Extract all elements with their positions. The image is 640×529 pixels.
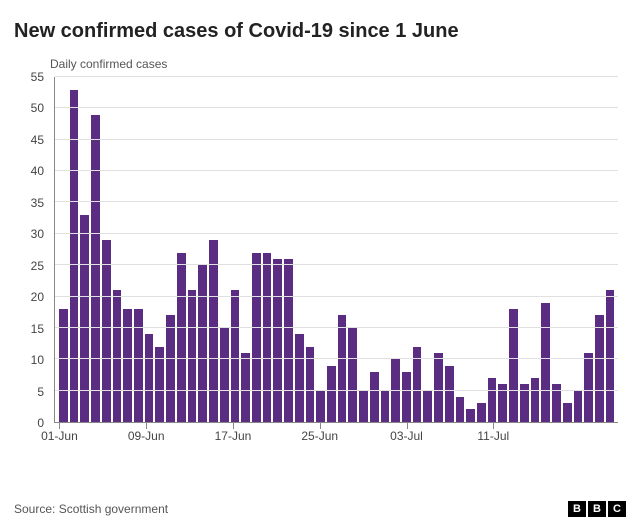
gridline (55, 107, 618, 108)
x-tick-label: 09-Jun (128, 429, 165, 443)
bar (348, 328, 357, 422)
y-tick-label: 50 (31, 101, 44, 115)
bar (488, 378, 497, 422)
bar (231, 290, 240, 422)
bar (241, 353, 250, 422)
gridline (55, 139, 618, 140)
x-tick-label: 03-Jul (390, 429, 423, 443)
bar (284, 259, 293, 422)
logo-letter: B (588, 501, 606, 517)
gridline (55, 76, 618, 77)
bar (606, 290, 615, 422)
bar (102, 240, 111, 422)
bar (188, 290, 197, 422)
y-tick-label: 10 (31, 353, 44, 367)
bar (91, 115, 100, 422)
bar (209, 240, 218, 422)
bar (80, 215, 89, 422)
bar (113, 290, 122, 422)
y-tick-label: 35 (31, 196, 44, 210)
x-tick-label: 17-Jun (215, 429, 252, 443)
bars-container (55, 77, 618, 422)
y-tick-label: 45 (31, 133, 44, 147)
bar (584, 353, 593, 422)
gridline (55, 170, 618, 171)
gridline (55, 358, 618, 359)
bar (531, 378, 540, 422)
y-tick-label: 0 (37, 416, 44, 430)
y-tick-label: 5 (37, 385, 44, 399)
chart: 0510152025303540455055 01-Jun09-Jun17-Ju… (18, 77, 618, 447)
bar (391, 359, 400, 422)
bar (423, 391, 432, 422)
bar (359, 391, 368, 422)
bar (381, 391, 390, 422)
gridline (55, 327, 618, 328)
bar (456, 397, 465, 422)
gridline (55, 201, 618, 202)
bar (477, 403, 486, 422)
bar (595, 315, 604, 422)
bar (295, 334, 304, 422)
bar (220, 328, 229, 422)
gridline (55, 264, 618, 265)
bar (145, 334, 154, 422)
plot-area (54, 77, 618, 423)
y-tick-label: 20 (31, 290, 44, 304)
bar (445, 366, 454, 422)
bar (252, 253, 261, 422)
bar (273, 259, 282, 422)
x-axis: 01-Jun09-Jun17-Jun25-Jun03-Jul11-Jul (54, 423, 618, 447)
chart-title: New confirmed cases of Covid-19 since 1 … (14, 20, 626, 43)
y-tick-label: 40 (31, 164, 44, 178)
bar (177, 253, 186, 422)
y-tick-label: 30 (31, 227, 44, 241)
y-tick-label: 55 (31, 70, 44, 84)
y-axis: 0510152025303540455055 (18, 77, 50, 447)
bar (327, 366, 336, 422)
bar (198, 265, 207, 422)
logo-letter: B (568, 501, 586, 517)
chart-subtitle: Daily confirmed cases (50, 57, 626, 71)
bar (263, 253, 272, 422)
bbc-logo: BBC (568, 501, 626, 517)
logo-letter: C (608, 501, 626, 517)
y-tick-label: 25 (31, 259, 44, 273)
y-tick-label: 15 (31, 322, 44, 336)
bar (574, 391, 583, 422)
x-tick-label: 01-Jun (41, 429, 78, 443)
bar (466, 409, 475, 422)
bar (402, 372, 411, 422)
bar (541, 303, 550, 422)
bar (563, 403, 572, 422)
bar (316, 391, 325, 422)
bar (434, 353, 443, 422)
bar (338, 315, 347, 422)
bar (370, 372, 379, 422)
gridline (55, 390, 618, 391)
bar (166, 315, 175, 422)
gridline (55, 296, 618, 297)
source-text: Source: Scottish government (14, 502, 168, 516)
gridline (55, 233, 618, 234)
x-tick-label: 25-Jun (301, 429, 338, 443)
x-tick-label: 11-Jul (477, 429, 509, 443)
